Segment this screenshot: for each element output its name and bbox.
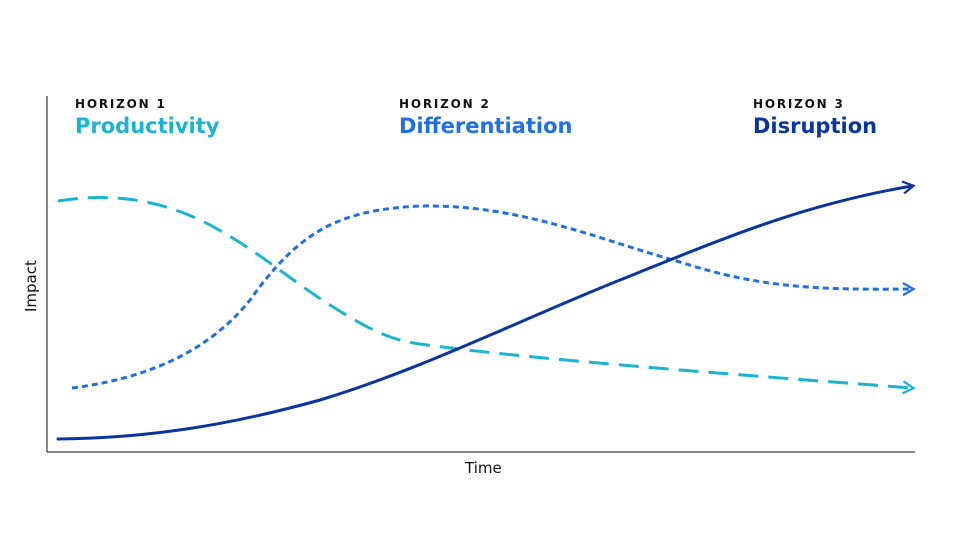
horizon-2-eyebrow: HORIZON 2: [399, 97, 491, 111]
differentiation-curve: [71, 204, 916, 390]
x-axis-label: Time: [465, 459, 502, 477]
productivity-curve: [57, 195, 916, 395]
disruption-curve: [56, 180, 916, 441]
horizon-2-title: Differentiation: [399, 114, 573, 138]
horizon-3-eyebrow: HORIZON 3: [753, 97, 845, 111]
y-axis-label: Impact: [22, 260, 40, 312]
horizon-1-eyebrow: HORIZON 1: [75, 97, 167, 111]
horizon-3-title: Disruption: [753, 114, 878, 138]
horizon-1-title: Productivity: [75, 114, 220, 138]
